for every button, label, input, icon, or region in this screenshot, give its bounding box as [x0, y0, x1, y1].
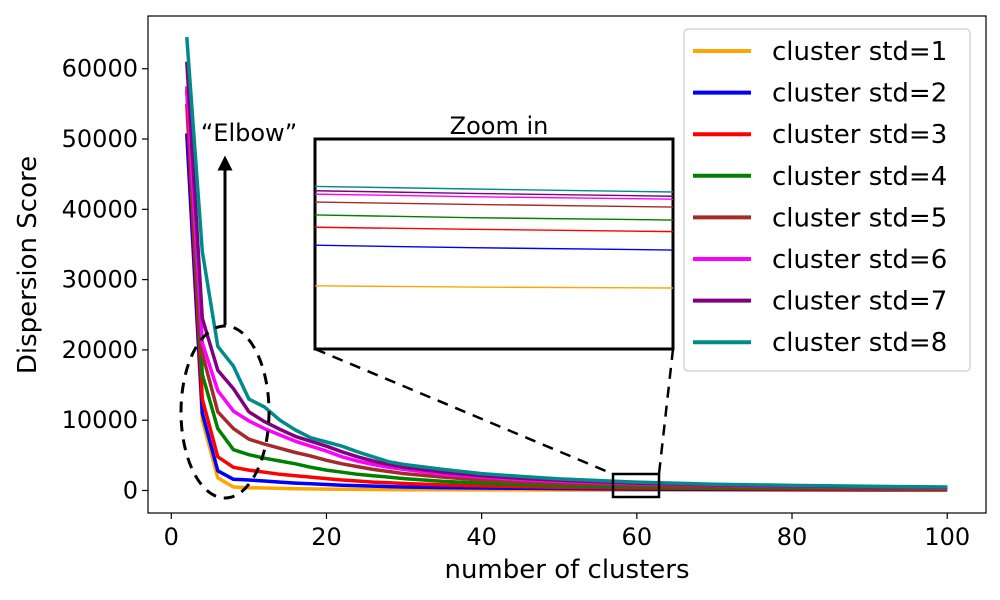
legend-label-5: cluster std=5: [772, 203, 947, 233]
zoom-connector-left: [314, 347, 614, 476]
zoom-connector-right: [657, 348, 675, 475]
x-tick-label: 60: [622, 523, 653, 551]
inset-series-line-7: [315, 190, 673, 197]
elbow-ellipse: [179, 324, 271, 500]
x-tick-label: 0: [164, 523, 179, 551]
y-tick-label: 0: [123, 477, 138, 505]
legend-label-1: cluster std=1: [772, 37, 947, 67]
legend-label-7: cluster std=7: [772, 287, 947, 317]
plot-frame: [147, 15, 987, 514]
y-tick-label: 20000: [62, 336, 138, 364]
x-axis-label: number of clusters: [444, 555, 689, 585]
y-tick-label: 50000: [62, 125, 138, 153]
inset-series-line-5: [315, 201, 673, 208]
inset-series-line-6: [315, 193, 673, 200]
zoom-inset-frame: [313, 137, 675, 351]
inset-series-line-8: [315, 185, 673, 193]
inset-series-line-3: [315, 226, 673, 233]
inset-series-line-2: [315, 244, 673, 251]
y-tick-label: 40000: [62, 195, 138, 223]
x-tick-label: 40: [466, 523, 497, 551]
legend-frame: [683, 28, 971, 372]
inset-series-line-1: [315, 285, 673, 289]
y-tick-label: 30000: [62, 266, 138, 294]
x-tick-label: 20: [311, 523, 342, 551]
zoom-inset-series: [315, 185, 673, 289]
legend-label-6: cluster std=6: [772, 245, 947, 275]
ticks-layer: 0 20 40 60 80 100 0 10000 20000 30000 40000 50000 60…: [62, 55, 970, 551]
y-tick-label: 10000: [62, 406, 138, 434]
legend: cluster std=1 cluster std=2 cluster std=3 c…: [683, 28, 971, 372]
y-tick-label: 60000: [62, 55, 138, 83]
x-tick-label: 80: [777, 523, 808, 551]
legend-label-8: cluster std=8: [772, 328, 947, 358]
series-line-8: [185, 36, 948, 489]
zoom-label: Zoom in: [450, 112, 549, 140]
x-tick-label: 100: [924, 523, 970, 551]
series-layer: [185, 36, 948, 492]
inset-series-line-4: [315, 214, 673, 221]
legend-label-3: cluster std=3: [772, 120, 947, 150]
legend-label-2: cluster std=2: [772, 79, 947, 109]
legend-label-4: cluster std=4: [772, 162, 947, 192]
zoom-region-box: [611, 472, 661, 499]
elbow-label: “Elbow”: [201, 119, 297, 147]
y-axis-label: Dispersion Score: [13, 156, 43, 374]
